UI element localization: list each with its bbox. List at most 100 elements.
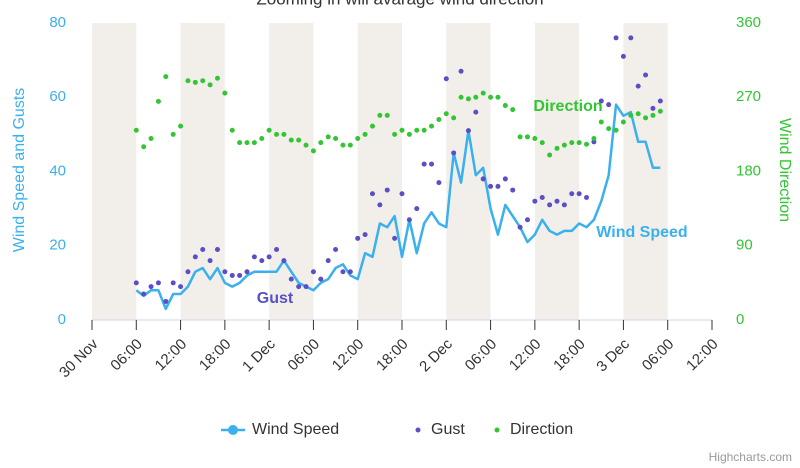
scatter-point [192, 254, 198, 260]
scatter-point [510, 187, 516, 193]
scatter-point [355, 235, 361, 241]
scatter-point [178, 123, 184, 129]
scatter-point [414, 206, 420, 212]
scatter-point [443, 111, 449, 117]
scatter-point [163, 74, 169, 80]
scatter-point [488, 183, 494, 189]
scatter-point [340, 142, 346, 148]
annotation: Gust [257, 290, 294, 307]
scatter-point [274, 131, 280, 137]
scatter-point [229, 272, 235, 278]
scatter-point [554, 198, 560, 204]
scatter-point [141, 144, 147, 150]
annotation: Wind Speed [596, 224, 687, 241]
scatter-point [643, 115, 649, 121]
scatter-point [392, 131, 398, 137]
legend-label: Gust [431, 421, 465, 438]
scatter-point [170, 131, 176, 137]
scatter-point [244, 140, 250, 146]
scatter-point [207, 82, 213, 88]
scatter-point [421, 127, 427, 133]
scatter-point [296, 137, 302, 143]
legend-item[interactable]: Direction [494, 421, 574, 438]
scatter-point [539, 194, 545, 200]
scatter-point [539, 140, 545, 146]
x-tick-label: 30 Nov [56, 335, 102, 381]
scatter-point [584, 194, 590, 200]
scatter-point [473, 94, 479, 100]
scatter-point [325, 258, 331, 264]
scatter-point [340, 269, 346, 275]
x-tick-label: 18:00 [373, 336, 412, 375]
scatter-point [473, 109, 479, 115]
scatter-point [384, 112, 390, 118]
scatter-point [251, 140, 257, 146]
x-tick-label: 12:00 [329, 336, 368, 375]
scatter-point [200, 246, 206, 252]
scatter-point [347, 269, 353, 275]
scatter-point [303, 142, 309, 148]
x-tick-label: 3 Dec [593, 335, 633, 375]
y2-tick-label: 270 [736, 88, 761, 105]
scatter-point [458, 94, 464, 100]
y-tick-label: 20 [49, 237, 66, 254]
scatter-point [281, 131, 287, 137]
scatter-point [451, 115, 457, 121]
scatter-point [318, 276, 324, 282]
scatter-point [399, 191, 405, 197]
credits[interactable]: Highcharts.com [709, 450, 792, 464]
scatter-point [576, 191, 582, 197]
y2-tick-label: 180 [736, 162, 761, 179]
scatter-point [178, 284, 184, 290]
scatter-point [266, 254, 272, 260]
scatter-point [628, 35, 634, 41]
scatter-point [141, 291, 147, 297]
scatter-point [495, 94, 501, 100]
scatter-point [613, 35, 619, 41]
scatter-point [547, 152, 553, 158]
y2-tick-label: 90 [736, 237, 753, 254]
scatter-point [561, 142, 567, 148]
plot-background [92, 23, 668, 320]
scatter-point [274, 246, 280, 252]
scatter-point [310, 148, 316, 154]
scatter-point [229, 127, 235, 133]
scatter-point [244, 269, 250, 275]
legend-item[interactable]: Gust [415, 421, 466, 438]
scatter-point [547, 202, 553, 208]
scatter-point [133, 280, 139, 286]
legend-marker [415, 427, 421, 433]
scatter-point [429, 161, 435, 167]
scatter-point [517, 224, 523, 230]
scatter-point [465, 128, 471, 134]
scatter-point [288, 137, 294, 143]
plot-band [534, 23, 580, 320]
y-tick-label: 0 [58, 311, 66, 328]
scatter-point [369, 123, 375, 129]
scatter-point [480, 176, 486, 182]
scatter-point [620, 53, 626, 59]
scatter-point [598, 119, 604, 125]
scatter-point [406, 131, 412, 137]
scatter-point [288, 276, 294, 282]
scatter-point [333, 246, 339, 252]
x-tick-label: 2 Dec [416, 335, 456, 375]
scatter-point [436, 117, 442, 123]
scatter-point [628, 112, 634, 118]
scatter-point [443, 76, 449, 82]
x-tick-label: 06:00 [107, 336, 146, 375]
scatter-point [465, 96, 471, 102]
plot-band [269, 23, 314, 320]
scatter-point [185, 269, 191, 275]
scatter-point [510, 107, 516, 113]
scatter-point [399, 127, 405, 133]
scatter-point [657, 98, 663, 104]
scatter-point [480, 90, 486, 96]
scatter-point [495, 183, 501, 189]
scatter-point [451, 150, 457, 156]
legend-label: Direction [510, 421, 573, 438]
scatter-point [347, 142, 353, 148]
legend-item[interactable]: Wind Speed [221, 421, 339, 438]
scatter-point [502, 176, 508, 182]
